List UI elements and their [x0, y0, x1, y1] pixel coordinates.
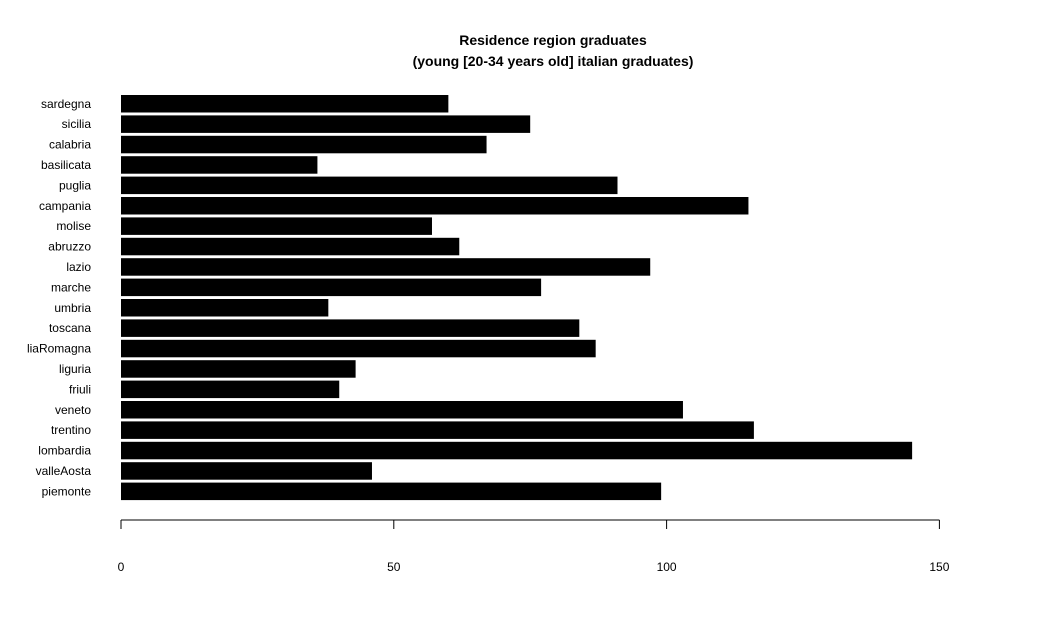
bar-campania [121, 197, 749, 215]
category-label-friuli: friuli [69, 382, 91, 396]
category-label-liaRomagna: liaRomagna [27, 342, 91, 356]
bar-piemonte [121, 482, 662, 501]
bar-molise [121, 217, 432, 235]
bar-puglia [121, 176, 618, 195]
category-label-piemonte: piemonte [42, 484, 92, 498]
category-label-toscana: toscana [49, 321, 91, 335]
category-label-abruzzo: abruzzo [48, 240, 91, 254]
bar-friuli [121, 380, 340, 399]
x-axis: 0 50 100 150 [118, 519, 950, 574]
category-label-trentino: trentino [51, 423, 91, 437]
x-tick-label-50: 50 [387, 560, 401, 574]
category-label-valleAosta: valleAosta [36, 464, 92, 478]
bar-trentino [121, 421, 754, 439]
category-label-veneto: veneto [55, 403, 91, 417]
bar-liguria [121, 360, 356, 378]
bar-calabria [121, 135, 487, 154]
category-label-basilicata: basilicata [41, 158, 91, 172]
bar-lazio [121, 258, 651, 276]
category-label-umbria: umbria [54, 301, 91, 315]
category-label-marche: marche [51, 280, 91, 294]
bar-marche [121, 278, 542, 297]
x-tick-label-100: 100 [657, 560, 677, 574]
x-tick-label-150: 150 [929, 560, 949, 574]
x-tick-label-0: 0 [118, 560, 125, 574]
bar-toscana [121, 319, 580, 337]
category-label-puglia: puglia [59, 178, 91, 192]
bar-veneto [121, 401, 683, 419]
category-label-lazio: lazio [66, 260, 91, 274]
bar-sardegna [121, 95, 449, 113]
category-label-sardegna: sardegna [41, 97, 91, 111]
category-label-liguria: liguria [59, 362, 91, 376]
category-label-sicilia: sicilia [62, 117, 92, 131]
chart-subtitle: (young [20-34 years old] italian graduat… [413, 53, 694, 69]
category-label-molise: molise [56, 219, 91, 233]
bar-valleAosta [121, 462, 372, 480]
bar-lombardia [121, 441, 913, 460]
chart-title: Residence region graduates [459, 32, 647, 48]
bar-abruzzo [121, 237, 460, 256]
bar-basilicata [121, 156, 318, 174]
bar-umbria [121, 299, 329, 317]
bar-sicilia [121, 115, 531, 133]
category-label-calabria: calabria [49, 138, 91, 152]
category-label-lombardia: lombardia [38, 444, 91, 458]
bar-liaRomagna [121, 339, 596, 358]
category-label-campania: campania [39, 199, 91, 213]
bars-group [121, 95, 913, 501]
category-labels: piemonte valleAosta lombardia trentino venet… [27, 97, 91, 499]
